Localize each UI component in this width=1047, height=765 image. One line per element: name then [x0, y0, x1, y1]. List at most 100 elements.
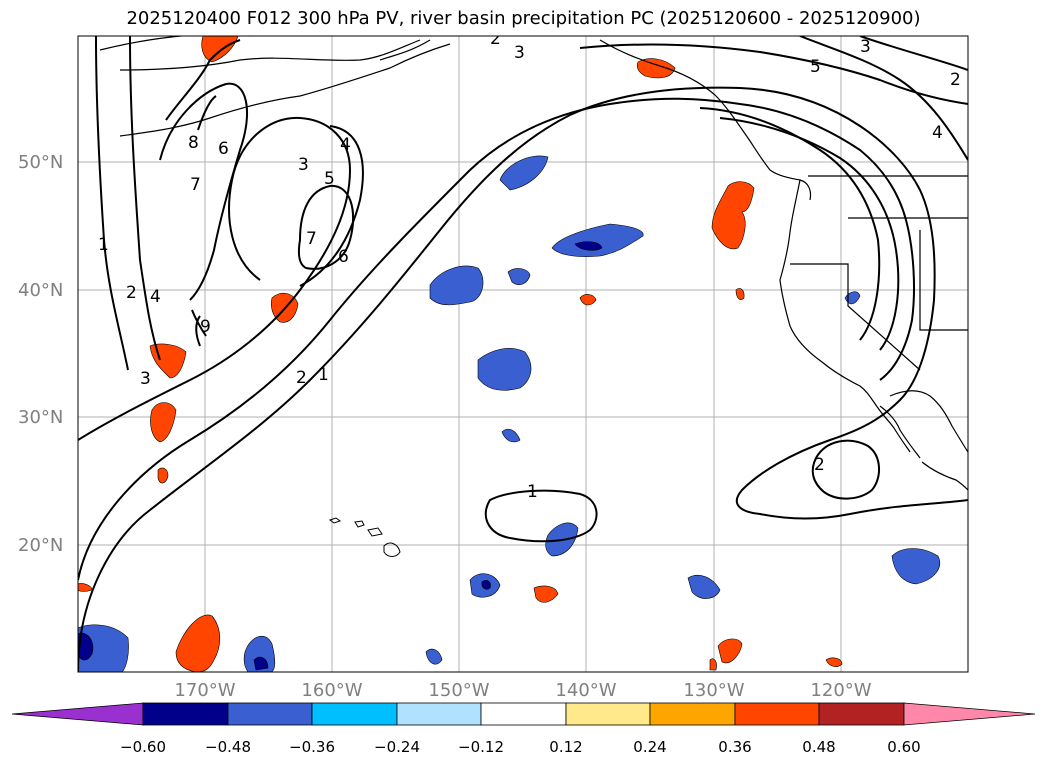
precip-patch-pos	[711, 181, 755, 250]
pv-contours	[78, 36, 968, 672]
colorbar	[11, 702, 1036, 726]
colorbar-segment	[734, 702, 820, 726]
colorbar-tick-label: −0.48	[205, 738, 251, 756]
precip-patch-pos	[157, 467, 169, 484]
contour-label-5: 5	[324, 169, 335, 189]
contour-label-2-subtropical: 2	[814, 455, 825, 475]
pv-contour-9-west	[95, 36, 129, 371]
contour-label-4: 4	[340, 135, 351, 155]
colorbar-extend-low	[11, 702, 144, 726]
map-border	[77, 35, 969, 673]
contour-label-1-west: 1	[98, 235, 109, 255]
precip-patch-neg	[253, 656, 269, 671]
baja-coast	[879, 390, 968, 459]
colorbar-segment	[818, 702, 905, 726]
precip-patch-neg	[499, 155, 549, 191]
lon-label-170w: 170°W	[174, 680, 236, 701]
mexico-coast	[921, 461, 968, 491]
lat-label-50n: 50°N	[18, 152, 64, 173]
precip-patch-pos	[709, 658, 717, 671]
lon-label-120w: 120°W	[810, 680, 872, 701]
colorbar-tick-label: 0.48	[802, 738, 836, 756]
contour-labels: 1 2 2 1 3 4 5 6 7 3 2 5 3 2 4 6 8 7 1 2 …	[98, 29, 961, 502]
contour-label-9-west: 9	[200, 317, 211, 337]
precip-patch-neg	[78, 624, 129, 672]
contour-label-3: 3	[298, 155, 309, 175]
pv-contour-2-subtropical	[811, 439, 880, 500]
map-content: 1 2 2 1 3 4 5 6 7 3 2 5 3 2 4 6 8 7 1 2 …	[78, 29, 968, 672]
precip-patch-neg	[687, 575, 721, 599]
lon-label-150w: 150°W	[428, 680, 490, 701]
alaska-panhandle-coast	[599, 39, 812, 201]
state-border-ca	[790, 263, 921, 371]
precip-patch-pos	[175, 614, 221, 672]
pv-contour-1-jet	[78, 86, 968, 672]
contour-label-2-west: 2	[126, 283, 137, 303]
colorbar-segment	[480, 702, 567, 726]
pv-contour-7-southeast	[719, 117, 900, 351]
colorbar-tick-label: −0.12	[458, 738, 504, 756]
pv-contour-3	[78, 116, 352, 441]
lon-label-130w: 130°W	[683, 680, 745, 701]
contour-label-6-west: 6	[218, 139, 229, 159]
contour-label-2-northeast: 2	[950, 70, 961, 90]
precip-patch-neg	[429, 265, 484, 306]
map-title: 2025120400 F012 300 hPa PV, river basin …	[126, 8, 921, 29]
aleutian-coast	[119, 43, 451, 137]
precip-patch-neg	[477, 348, 532, 391]
lat-label-20n: 20°N	[18, 535, 64, 556]
pv-contour-west-8	[197, 95, 217, 131]
contour-label-8-west: 8	[188, 133, 199, 153]
contour-label-6-center: 6	[338, 247, 349, 267]
colorbar-segment	[396, 702, 482, 726]
contour-label-1-subtropical: 1	[527, 482, 538, 502]
us-west-coast	[779, 179, 911, 453]
hawaii-islands	[328, 517, 401, 557]
contour-label-3-northeast: 3	[860, 37, 871, 57]
pv-contour-6	[859, 36, 968, 71]
contour-label-3-west: 3	[140, 369, 151, 389]
pv-contour-8	[699, 107, 881, 341]
precip-patch-neg	[78, 632, 94, 661]
precip-patch-pos	[579, 294, 597, 306]
lon-label-160w: 160°W	[301, 680, 363, 701]
contour-label-4-west: 4	[150, 287, 161, 307]
pv-contour-west-4	[129, 36, 161, 361]
colorbar-tick-label: 0.60	[887, 738, 921, 756]
precip-patch-pos	[150, 402, 177, 443]
precip-patch-pos	[201, 36, 239, 63]
contour-label-3-north: 3	[514, 43, 525, 63]
precip-patch-neg	[551, 223, 644, 258]
contour-label-2-north: 2	[490, 29, 501, 49]
precip-patch-pos	[717, 638, 743, 664]
precip-patch-pos	[735, 288, 745, 300]
contour-label-2-jet: 2	[296, 368, 307, 388]
precip-patch-pos	[533, 585, 559, 603]
lat-label-40n: 40°N	[18, 280, 64, 301]
lat-label-30n: 30°N	[18, 407, 64, 428]
pv-contour-west-7	[159, 39, 248, 301]
precip-patch-neg	[501, 428, 521, 443]
contour-label-7-center: 7	[306, 229, 317, 249]
colorbar-tick-label: 0.12	[549, 738, 583, 756]
coastlines	[99, 36, 968, 491]
contour-label-4-northeast: 4	[932, 123, 943, 143]
precip-patches	[78, 36, 940, 672]
contour-label-7-west: 7	[190, 175, 201, 195]
pv-contour-center-6	[297, 184, 355, 270]
precip-patch-pos	[825, 657, 843, 667]
precip-patch-neg	[844, 291, 861, 305]
colorbar-segment	[311, 702, 398, 726]
contour-label-1-jet: 1	[318, 365, 329, 385]
precip-patch-neg	[891, 548, 940, 585]
state-border-or	[808, 175, 968, 331]
colorbar-tick-label: −0.24	[374, 738, 420, 756]
pv-contour-2-jet	[78, 97, 915, 581]
pv-contour-west-9	[191, 309, 207, 347]
pv-contour-1-subtropical	[484, 489, 598, 543]
precip-patch-neg	[574, 241, 603, 251]
pv-contour-5	[799, 36, 968, 161]
colorbar-tick-label: 0.24	[633, 738, 667, 756]
colorbar-tick-label: −0.36	[289, 738, 335, 756]
precip-patch-neg	[507, 268, 531, 285]
